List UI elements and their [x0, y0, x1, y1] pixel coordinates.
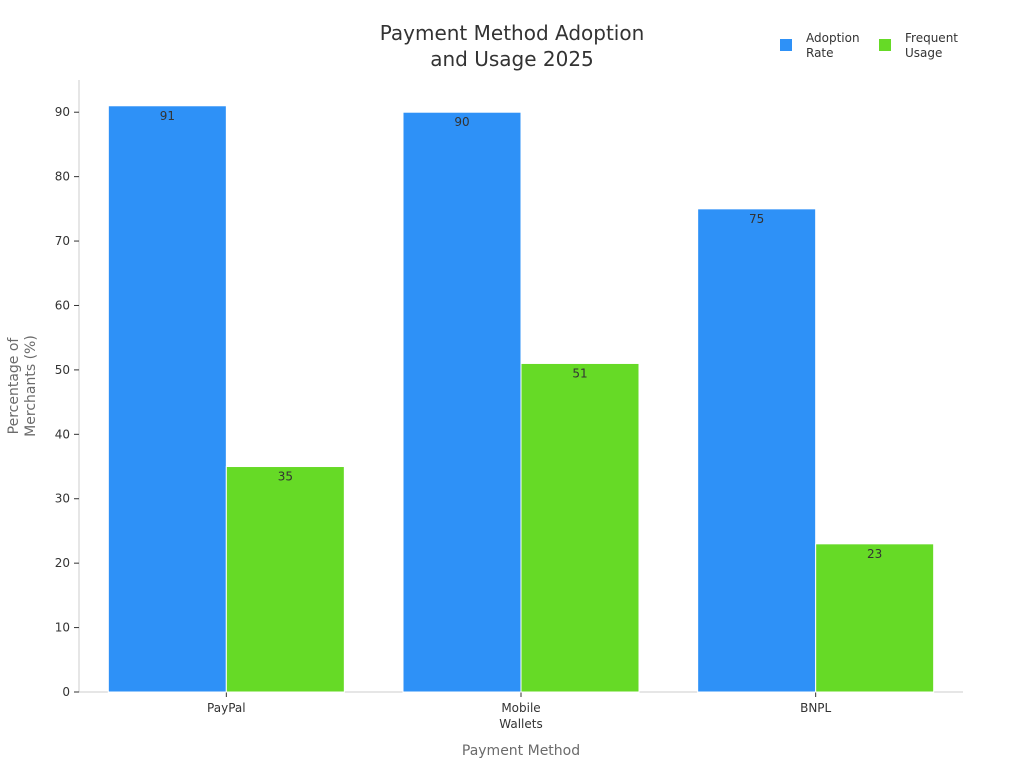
bar-value-label: 51 — [572, 366, 587, 380]
bar-value-label: 23 — [867, 547, 882, 561]
axes: 0 10 20 30 40 50 60 70 80 90 Percentage ofMerchant… — [6, 80, 963, 759]
bar-value-label: 90 — [454, 115, 469, 129]
legend-label: Frequent Usage — [905, 31, 958, 60]
y-tick-label: 90 — [55, 105, 70, 119]
legend-swatch — [780, 39, 792, 51]
bar — [225, 466, 345, 693]
y-tick-label: 30 — [55, 492, 70, 506]
bar — [402, 111, 522, 693]
y-tick-label: 60 — [55, 298, 70, 312]
bar-value-label: 35 — [278, 470, 293, 484]
bar-value-label: 75 — [749, 212, 764, 226]
x-tick-label: BNPL — [800, 701, 831, 715]
bar — [520, 362, 640, 693]
legend: Adoption Rate Frequent Usage — [780, 31, 958, 60]
data-labels: 91 35 90 51 75 23 — [160, 109, 883, 561]
y-tick-label: 10 — [55, 621, 70, 635]
y-tick-label: 20 — [55, 556, 70, 570]
y-tick-label: 0 — [62, 685, 70, 699]
legend-label: Adoption Rate — [806, 31, 860, 60]
x-tick-label: PayPal — [207, 701, 246, 715]
y-tick-label: 50 — [55, 363, 70, 377]
y-tick-label: 80 — [55, 170, 70, 184]
bar — [107, 105, 227, 693]
bars — [107, 105, 935, 693]
chart-title-text: Payment Method Adoption and Usage 2025 — [380, 21, 645, 71]
x-axis-title: Payment Method — [462, 743, 580, 759]
y-tick-label: 70 — [55, 234, 70, 248]
bar — [815, 543, 935, 693]
y-axis-title: Percentage ofMerchants (%) — [6, 335, 39, 437]
x-tick-label: Mobile Wallets — [499, 701, 542, 731]
chart-title: Payment Method Adoption and Usage 2025 — [380, 21, 645, 71]
legend-swatch — [879, 39, 891, 51]
y-tick-label: 40 — [55, 427, 70, 441]
bar — [697, 208, 817, 693]
bar-value-label: 91 — [160, 109, 175, 123]
